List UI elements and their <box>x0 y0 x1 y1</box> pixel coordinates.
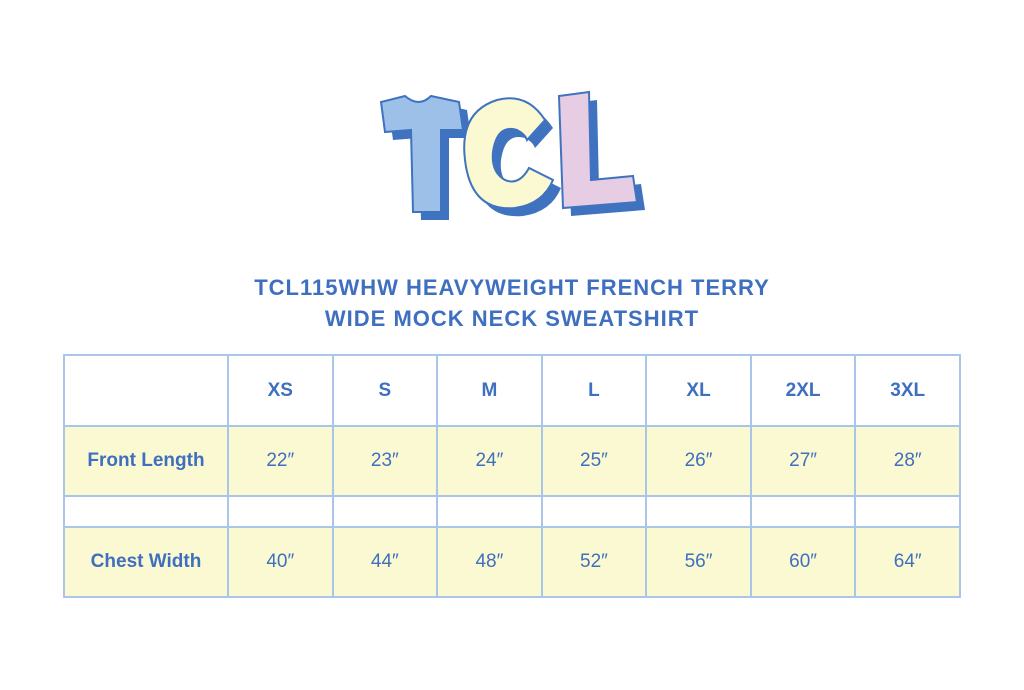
row-label: Chest Width <box>63 526 229 598</box>
measurement-cell: 28″ <box>854 425 961 497</box>
measurement-cell: 40″ <box>227 526 334 598</box>
spacer-cell <box>645 495 752 528</box>
empty-corner-cell <box>63 354 229 427</box>
size-header: 2XL <box>749 354 857 427</box>
measurement-cell: 60″ <box>749 526 857 598</box>
measurement-cell: 44″ <box>331 526 439 598</box>
spacer-cell <box>331 495 439 528</box>
measurement-cell: 56″ <box>645 526 752 598</box>
size-header: XL <box>645 354 752 427</box>
spacer-cell <box>227 495 334 528</box>
size-header: L <box>540 354 648 427</box>
size-header: S <box>331 354 439 427</box>
spacer-cell <box>540 495 648 528</box>
front-length-row: Front Length 22″ 23″ 24″ 25″ 26″ 27″ 28″ <box>63 425 961 497</box>
measurement-cell: 27″ <box>749 425 857 497</box>
row-label: Front Length <box>63 425 229 497</box>
spacer-cell <box>436 495 543 528</box>
spacer-cell <box>749 495 857 528</box>
size-header-row: XS S M L XL 2XL 3XL <box>63 354 961 427</box>
measurement-cell: 26″ <box>645 425 752 497</box>
spacer-cell <box>854 495 961 528</box>
measurement-cell: 24″ <box>436 425 543 497</box>
spacer-row <box>63 495 961 528</box>
size-chart-table: XS S M L XL 2XL 3XL Front Length 22″ 23″… <box>63 354 961 598</box>
measurement-cell: 52″ <box>540 526 648 598</box>
measurement-cell: 25″ <box>540 425 648 497</box>
measurement-cell: 23″ <box>331 425 439 497</box>
measurement-cell: 64″ <box>854 526 961 598</box>
size-header: 3XL <box>854 354 961 427</box>
spacer-cell <box>63 495 229 528</box>
size-header: XS <box>227 354 334 427</box>
product-title-line-2: WIDE MOCK NECK SWEATSHIRT <box>324 306 700 331</box>
product-title-line-1: TCL115WHW HEAVYWEIGHT FRENCH TERRY <box>254 275 770 300</box>
chest-width-row: Chest Width 40″ 44″ 48″ 52″ 56″ 60″ 64″ <box>63 526 961 598</box>
measurement-cell: 22″ <box>227 425 334 497</box>
measurement-cell: 48″ <box>436 526 543 598</box>
tcl-logo <box>379 90 645 220</box>
size-header: M <box>436 354 543 427</box>
